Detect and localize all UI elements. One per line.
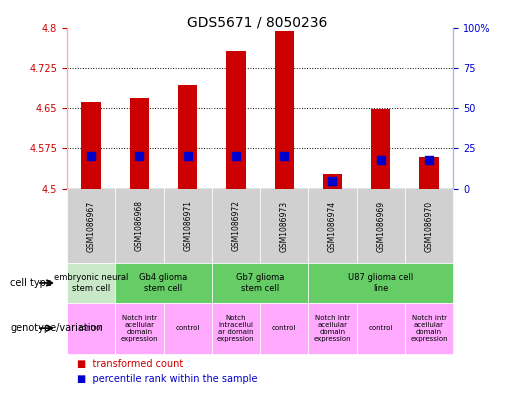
Text: Notch
intracellul
ar domain
expression: Notch intracellul ar domain expression	[217, 315, 255, 342]
Text: control: control	[79, 325, 104, 331]
Text: GSM1086967: GSM1086967	[87, 200, 96, 252]
Text: ■  percentile rank within the sample: ■ percentile rank within the sample	[77, 374, 258, 384]
Text: genotype/variation: genotype/variation	[10, 323, 103, 333]
Bar	[274, 31, 294, 189]
Text: Gb4 glioma
stem cell: Gb4 glioma stem cell	[140, 273, 187, 293]
Point	[232, 153, 240, 160]
Text: ■  transformed count: ■ transformed count	[77, 358, 183, 369]
Point	[87, 153, 95, 160]
Point	[183, 153, 192, 160]
Text: control: control	[176, 325, 200, 331]
Text: U87 glioma cell
line: U87 glioma cell line	[348, 273, 414, 293]
Bar	[226, 51, 246, 189]
Text: Notch intr
acellular
domain
expression: Notch intr acellular domain expression	[121, 315, 158, 342]
Bar	[130, 98, 149, 189]
Bar	[81, 102, 101, 189]
Text: GSM1086973: GSM1086973	[280, 200, 289, 252]
Text: control: control	[369, 325, 393, 331]
Bar	[371, 109, 390, 189]
Text: Gb7 glioma
stem cell: Gb7 glioma stem cell	[236, 273, 284, 293]
Text: GSM1086972: GSM1086972	[231, 200, 241, 252]
Point	[376, 156, 385, 163]
Point	[329, 177, 337, 184]
Text: Notch intr
acellular
domain
expression: Notch intr acellular domain expression	[410, 315, 448, 342]
Text: cell type: cell type	[10, 278, 52, 288]
Text: GSM1086968: GSM1086968	[135, 200, 144, 252]
Text: Notch intr
acellular
domain
expression: Notch intr acellular domain expression	[314, 315, 351, 342]
Text: GDS5671 / 8050236: GDS5671 / 8050236	[187, 16, 328, 30]
Text: GSM1086971: GSM1086971	[183, 200, 192, 252]
Bar	[178, 85, 197, 189]
Text: control: control	[272, 325, 297, 331]
Point	[425, 156, 433, 163]
Bar	[419, 158, 439, 189]
Text: GSM1086970: GSM1086970	[424, 200, 434, 252]
Point	[280, 153, 288, 160]
Text: GSM1086974: GSM1086974	[328, 200, 337, 252]
Bar	[323, 174, 342, 189]
Text: embryonic neural
stem cell: embryonic neural stem cell	[54, 273, 128, 293]
Text: GSM1086969: GSM1086969	[376, 200, 385, 252]
Point	[135, 153, 144, 160]
